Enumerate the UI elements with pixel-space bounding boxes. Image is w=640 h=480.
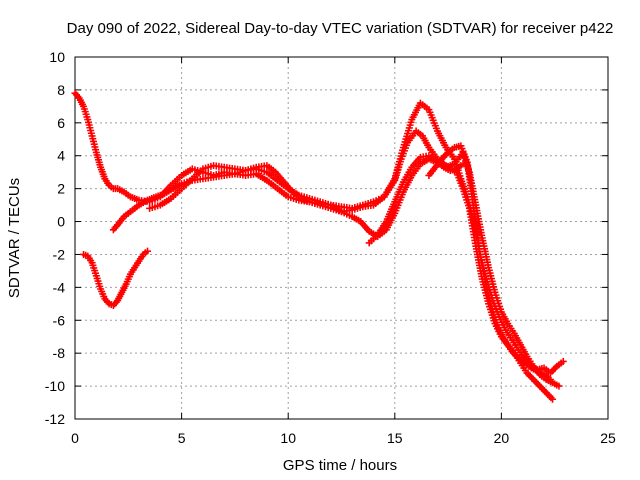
data-point <box>549 395 557 403</box>
y-tick-labels: -12 -10 -8 -6 -4 -2 0 2 4 6 8 10 <box>45 49 65 427</box>
x-tick-label: 0 <box>71 430 79 446</box>
series-track-d <box>146 99 567 377</box>
y-tick-label: -4 <box>53 279 66 295</box>
y-tick-label: 2 <box>57 181 65 197</box>
y-tick-label: 10 <box>49 49 65 65</box>
data-points <box>71 89 567 403</box>
grid-lines <box>75 57 608 419</box>
y-tick-label: 8 <box>57 82 65 98</box>
series-track-f <box>425 142 554 384</box>
plot-frame <box>74 56 609 420</box>
x-tick-label: 25 <box>600 430 616 446</box>
y-tick-label: -8 <box>53 345 66 361</box>
x-tick-label: 10 <box>280 430 296 446</box>
series-track-e <box>365 152 467 247</box>
x-axis-label: GPS time / hours <box>283 457 397 474</box>
y-tick-label: 6 <box>57 115 65 131</box>
data-point <box>555 382 563 390</box>
data-point <box>459 160 467 168</box>
data-point <box>559 357 567 365</box>
x-tick-label: 20 <box>494 430 510 446</box>
y-axis-label: SDTVAR / TECUs <box>6 178 23 298</box>
y-tick-label: 4 <box>57 148 65 164</box>
series-track-b <box>80 247 151 309</box>
x-tick-label: 15 <box>387 430 403 446</box>
y-tick-label: -6 <box>53 312 66 328</box>
chart-title: Day 090 of 2022, Sidereal Day-to-day VTE… <box>67 20 614 37</box>
x-tick-label: 5 <box>178 430 186 446</box>
y-tick-label: 0 <box>57 214 65 230</box>
y-tick-label: -2 <box>53 246 66 262</box>
x-tick-labels: 0 5 10 15 20 25 <box>71 430 616 446</box>
data-point <box>143 247 151 255</box>
data-point <box>546 376 554 384</box>
y-tick-label: -12 <box>45 411 65 427</box>
axis-ticks <box>74 56 609 420</box>
y-tick-label: -10 <box>45 378 65 394</box>
